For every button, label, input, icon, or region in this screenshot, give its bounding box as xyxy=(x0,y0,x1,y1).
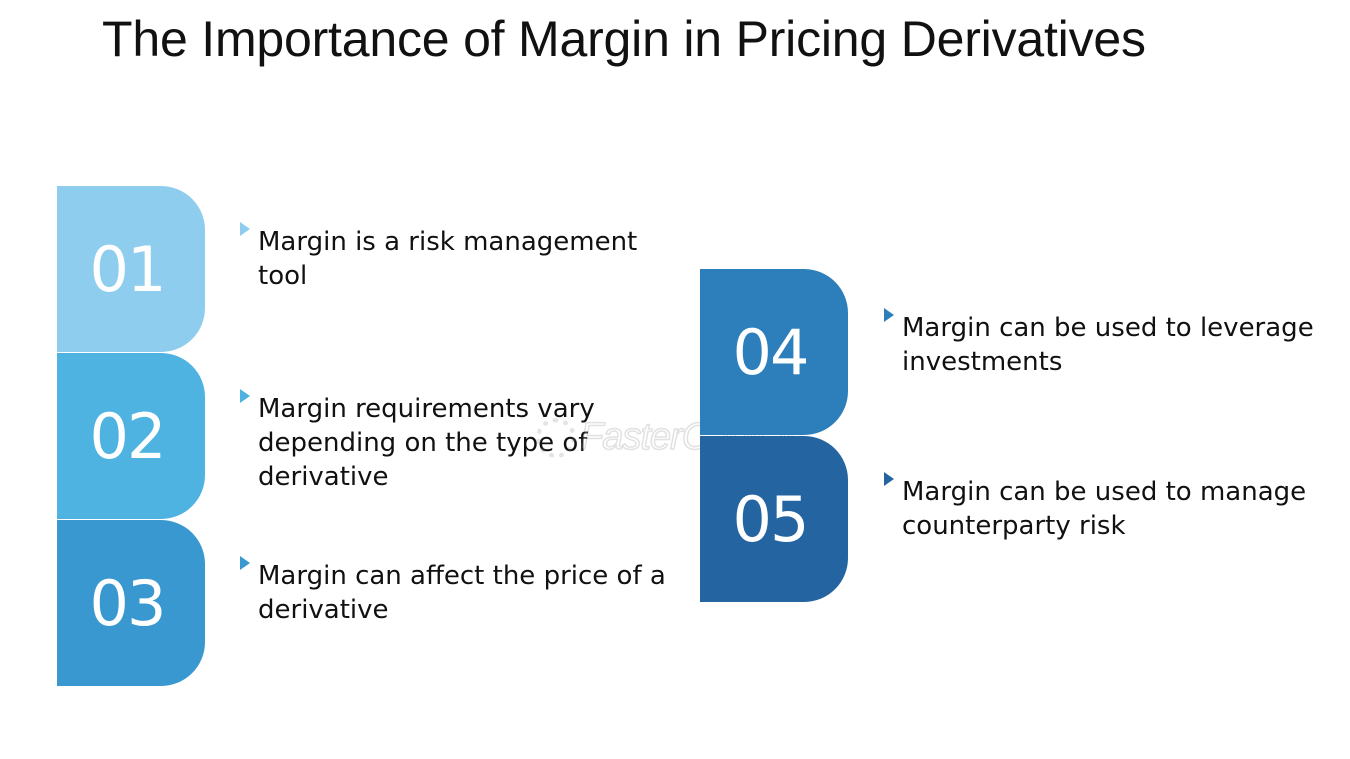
triangle-bullet-icon xyxy=(884,308,894,322)
step-item: Margin is a risk management tool xyxy=(240,216,660,293)
step-text: Margin can be used to manage counterpart… xyxy=(902,477,1307,541)
step-item: Margin can be used to leverage investmen… xyxy=(884,302,1334,379)
step-item: Margin can affect the price of a derivat… xyxy=(240,550,685,627)
step-text: Margin is a risk management tool xyxy=(258,227,638,291)
step-text: Margin can affect the price of a derivat… xyxy=(258,561,666,625)
triangle-bullet-icon xyxy=(240,556,250,570)
step-number-tab: 01 xyxy=(57,186,205,352)
triangle-bullet-icon xyxy=(240,222,250,236)
triangle-bullet-icon xyxy=(884,472,894,486)
step-text: Margin requirements vary depending on th… xyxy=(258,394,595,492)
step-text: Margin can be used to leverage investmen… xyxy=(902,313,1314,377)
step-number-tab: 02 xyxy=(57,353,205,519)
step-number-tab: 05 xyxy=(700,436,848,602)
step-item: Margin requirements vary depending on th… xyxy=(240,383,620,494)
step-item: Margin can be used to manage counterpart… xyxy=(884,466,1324,543)
step-number-tab: 04 xyxy=(700,269,848,435)
step-number-tab: 03 xyxy=(57,520,205,686)
triangle-bullet-icon xyxy=(240,389,250,403)
page-title: The Importance of Margin in Pricing Deri… xyxy=(102,11,1146,67)
